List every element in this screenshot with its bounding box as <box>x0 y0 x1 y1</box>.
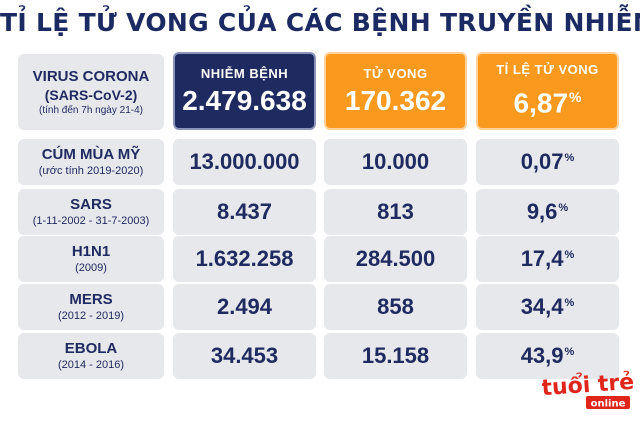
header-rate-unit: % <box>569 89 582 106</box>
row-disease-name: SARS <box>70 196 112 213</box>
row-disease-period: (ước tính 2019-2020) <box>38 165 144 177</box>
row-disease-name: H1N1 <box>71 243 111 260</box>
row-cases-cell: 8.437 <box>173 189 316 235</box>
header-rate-value: 6,87% <box>514 81 582 119</box>
header-disease-alt: (SARS-CoV-2) <box>44 86 138 103</box>
row-cases-value: 13.000.000 <box>189 149 300 174</box>
header-deaths-cell: TỬ VONG 170.362 <box>324 52 467 130</box>
row-cases-cell: 1.632.258 <box>173 236 316 282</box>
column-header-cases: NHIỄM BỆNH <box>200 65 289 81</box>
row-rate-unit: % <box>558 201 569 214</box>
header-cases-value: 2.479.638 <box>182 84 307 116</box>
row-rate-number: 0,07 <box>520 149 564 174</box>
row-rate-cell: 9,6% <box>476 189 619 235</box>
row-label-cell: MERS (2012 - 2019) <box>18 284 164 330</box>
row-disease-period: (2014 - 2016) <box>57 359 125 371</box>
tuoi-tre-logo: tuổi trẻ online <box>542 369 634 410</box>
header-rate-number: 6,87 <box>513 87 569 119</box>
header-note: (tính đến 7h ngày 21-4) <box>39 104 143 116</box>
row-rate-unit: % <box>564 345 575 358</box>
header-deaths-value: 170.362 <box>344 84 447 116</box>
header-disease-name: VIRUS CORONA <box>32 67 150 85</box>
row-rate-value: 34,4% <box>521 294 575 320</box>
row-cases-value: 1.632.258 <box>195 246 294 271</box>
row-deaths-value: 813 <box>377 199 414 224</box>
row-rate-cell: 17,4% <box>476 236 619 282</box>
column-header-deaths: TỬ VONG <box>363 65 428 81</box>
row-deaths-value: 10.000 <box>361 149 430 174</box>
row-rate-unit: % <box>564 296 575 309</box>
row-rate-cell: 34,4% <box>476 284 619 330</box>
row-rate-number: 9,6 <box>526 199 558 224</box>
row-deaths-cell: 813 <box>324 189 467 235</box>
row-disease-period: (1-11-2002 - 31-7-2003) <box>32 215 150 227</box>
row-deaths-value: 15.158 <box>361 343 430 368</box>
row-rate-unit: % <box>564 151 575 164</box>
row-deaths-cell: 10.000 <box>324 139 467 185</box>
row-rate-value: 9,6% <box>527 199 568 225</box>
row-cases-cell: 13.000.000 <box>173 139 316 185</box>
row-cases-value: 8.437 <box>216 199 273 224</box>
row-deaths-cell: 858 <box>324 284 467 330</box>
row-label-cell: CÚM MÙA MỸ (ước tính 2019-2020) <box>18 139 164 185</box>
row-rate-cell: 43,9% <box>476 333 619 379</box>
row-label-cell: SARS (1-11-2002 - 31-7-2003) <box>18 189 164 235</box>
row-disease-name: CÚM MÙA MỸ <box>41 146 141 163</box>
row-rate-number: 34,4 <box>520 294 564 319</box>
row-cases-cell: 2.494 <box>173 284 316 330</box>
row-label-cell: H1N1 (2009) <box>18 236 164 282</box>
header-rate-cell: TỈ LỆ TỬ VONG 6,87% <box>476 52 619 130</box>
row-label-cell: EBOLA (2014 - 2016) <box>18 333 164 379</box>
row-rate-number: 43,9 <box>520 343 564 368</box>
row-deaths-value: 858 <box>377 294 414 319</box>
row-rate-cell: 0,07% <box>476 139 619 185</box>
chart-title: TỈ LỆ TỬ VONG CỦA CÁC BỆNH TRUYỀN NHIỄM <box>0 8 640 37</box>
row-deaths-cell: 15.158 <box>324 333 467 379</box>
row-disease-period: (2012 - 2019) <box>57 310 125 322</box>
row-rate-value: 17,4% <box>521 246 575 272</box>
row-cases-cell: 34.453 <box>173 333 316 379</box>
row-rate-number: 17,4 <box>520 246 564 271</box>
svg-text:tuổi trẻ: tuổi trẻ <box>542 369 634 401</box>
row-deaths-value: 284.500 <box>355 246 436 271</box>
svg-text:online: online <box>591 399 626 410</box>
row-rate-value: 43,9% <box>521 343 575 369</box>
row-rate-unit: % <box>564 248 575 261</box>
column-header-rate: TỈ LỆ TỬ VONG <box>496 62 599 78</box>
row-cases-value: 2.494 <box>216 294 273 319</box>
row-disease-name: EBOLA <box>64 340 118 357</box>
row-cases-value: 34.453 <box>210 343 279 368</box>
header-cases-cell: NHIỄM BỆNH 2.479.638 <box>173 52 316 130</box>
row-disease-name: MERS <box>69 291 113 308</box>
row-disease-period: (2009) <box>75 262 107 274</box>
row-deaths-cell: 284.500 <box>324 236 467 282</box>
row-rate-value: 0,07% <box>521 149 575 175</box>
header-disease-cell: VIRUS CORONA (SARS-CoV-2) (tính đến 7h n… <box>18 54 164 130</box>
